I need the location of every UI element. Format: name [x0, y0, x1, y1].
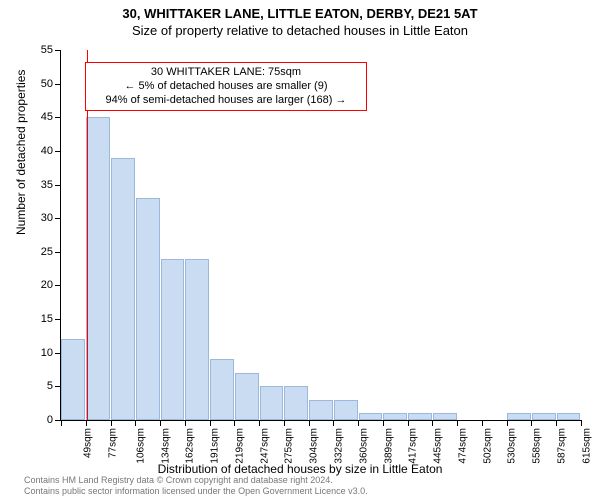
- y-tick-label: 55: [41, 44, 53, 56]
- x-tick: [284, 420, 285, 426]
- annotation-line: 30 WHITTAKER LANE: 75sqm: [92, 66, 360, 80]
- x-tick: [86, 420, 87, 426]
- histogram-bar: [309, 400, 333, 420]
- x-tick-label: 530sqm: [507, 428, 518, 464]
- x-tick-label: 558sqm: [531, 428, 542, 464]
- y-tick: [55, 84, 61, 85]
- histogram-bar: [433, 413, 457, 420]
- x-tick: [210, 420, 211, 426]
- x-tick-label: 77sqm: [108, 428, 119, 458]
- x-tick: [581, 420, 582, 426]
- histogram-bar: [185, 259, 209, 420]
- annotation-line: 94% of semi-detached houses are larger (…: [92, 94, 360, 108]
- histogram-bar: [383, 413, 407, 420]
- y-tick-label: 5: [47, 380, 53, 392]
- footer-line-2: Contains public sector information licen…: [24, 486, 368, 497]
- histogram-bar: [557, 413, 581, 420]
- histogram-bar: [161, 259, 185, 420]
- histogram-bar: [408, 413, 432, 420]
- y-tick-label: 30: [41, 212, 53, 224]
- x-tick: [333, 420, 334, 426]
- footer-attribution: Contains HM Land Registry data © Crown c…: [24, 475, 368, 497]
- x-tick-label: 360sqm: [358, 428, 369, 464]
- x-tick-label: 49sqm: [83, 428, 94, 458]
- x-tick-label: 275sqm: [284, 428, 295, 464]
- x-tick-label: 134sqm: [160, 428, 171, 464]
- x-tick: [507, 420, 508, 426]
- histogram-bar: [284, 386, 308, 420]
- x-tick-label: 615sqm: [581, 428, 592, 464]
- x-tick: [259, 420, 260, 426]
- y-tick: [55, 319, 61, 320]
- y-tick: [55, 285, 61, 286]
- x-tick: [309, 420, 310, 426]
- y-tick: [55, 185, 61, 186]
- x-tick: [556, 420, 557, 426]
- histogram-bar: [235, 373, 259, 420]
- x-tick-label: 191sqm: [209, 428, 220, 464]
- histogram-bar: [111, 158, 135, 420]
- histogram-bar: [532, 413, 556, 420]
- annotation-line: ← 5% of detached houses are smaller (9): [92, 80, 360, 94]
- x-tick: [185, 420, 186, 426]
- x-tick-label: 304sqm: [309, 428, 320, 464]
- x-tick: [61, 420, 62, 426]
- x-tick: [482, 420, 483, 426]
- chart-title: 30, WHITTAKER LANE, LITTLE EATON, DERBY,…: [0, 0, 600, 21]
- x-axis-label: Distribution of detached houses by size …: [0, 462, 600, 476]
- x-tick-label: 417sqm: [408, 428, 419, 464]
- histogram-bar: [334, 400, 358, 420]
- y-tick-label: 35: [41, 179, 53, 191]
- histogram-bar: [210, 359, 234, 420]
- x-tick-label: 106sqm: [135, 428, 146, 464]
- x-tick-label: 332sqm: [333, 428, 344, 464]
- x-tick: [358, 420, 359, 426]
- x-tick: [408, 420, 409, 426]
- x-tick-label: 445sqm: [432, 428, 443, 464]
- y-tick: [55, 218, 61, 219]
- x-tick: [432, 420, 433, 426]
- y-tick: [55, 50, 61, 51]
- footer-line-1: Contains HM Land Registry data © Crown c…: [24, 475, 368, 486]
- y-tick-label: 50: [41, 78, 53, 90]
- x-tick: [135, 420, 136, 426]
- y-axis-label: Number of detached properties: [14, 70, 28, 235]
- y-tick-label: 15: [41, 313, 53, 325]
- x-tick: [160, 420, 161, 426]
- x-tick-label: 219sqm: [234, 428, 245, 464]
- x-tick-label: 162sqm: [185, 428, 196, 464]
- y-tick-label: 20: [41, 279, 53, 291]
- histogram-bar: [359, 413, 383, 420]
- histogram-bar: [260, 386, 284, 420]
- y-tick-label: 45: [41, 111, 53, 123]
- histogram-bar: [507, 413, 531, 420]
- x-tick-label: 502sqm: [482, 428, 493, 464]
- y-tick-label: 0: [47, 414, 53, 426]
- x-tick-label: 247sqm: [259, 428, 270, 464]
- y-tick: [55, 117, 61, 118]
- x-tick-label: 587sqm: [556, 428, 567, 464]
- y-tick: [55, 386, 61, 387]
- y-tick-label: 40: [41, 145, 53, 157]
- x-tick-label: 389sqm: [383, 428, 394, 464]
- x-tick: [457, 420, 458, 426]
- histogram-bar: [86, 117, 110, 420]
- y-tick-label: 10: [41, 347, 53, 359]
- y-tick-label: 25: [41, 246, 53, 258]
- y-tick: [55, 151, 61, 152]
- chart-subtitle: Size of property relative to detached ho…: [0, 21, 600, 38]
- x-tick: [383, 420, 384, 426]
- y-tick: [55, 353, 61, 354]
- x-tick: [111, 420, 112, 426]
- y-tick: [55, 252, 61, 253]
- histogram-bar: [136, 198, 160, 420]
- histogram-bar: [61, 339, 85, 420]
- x-tick: [531, 420, 532, 426]
- annotation-box: 30 WHITTAKER LANE: 75sqm← 5% of detached…: [85, 62, 367, 111]
- x-tick: [234, 420, 235, 426]
- x-tick-label: 474sqm: [457, 428, 468, 464]
